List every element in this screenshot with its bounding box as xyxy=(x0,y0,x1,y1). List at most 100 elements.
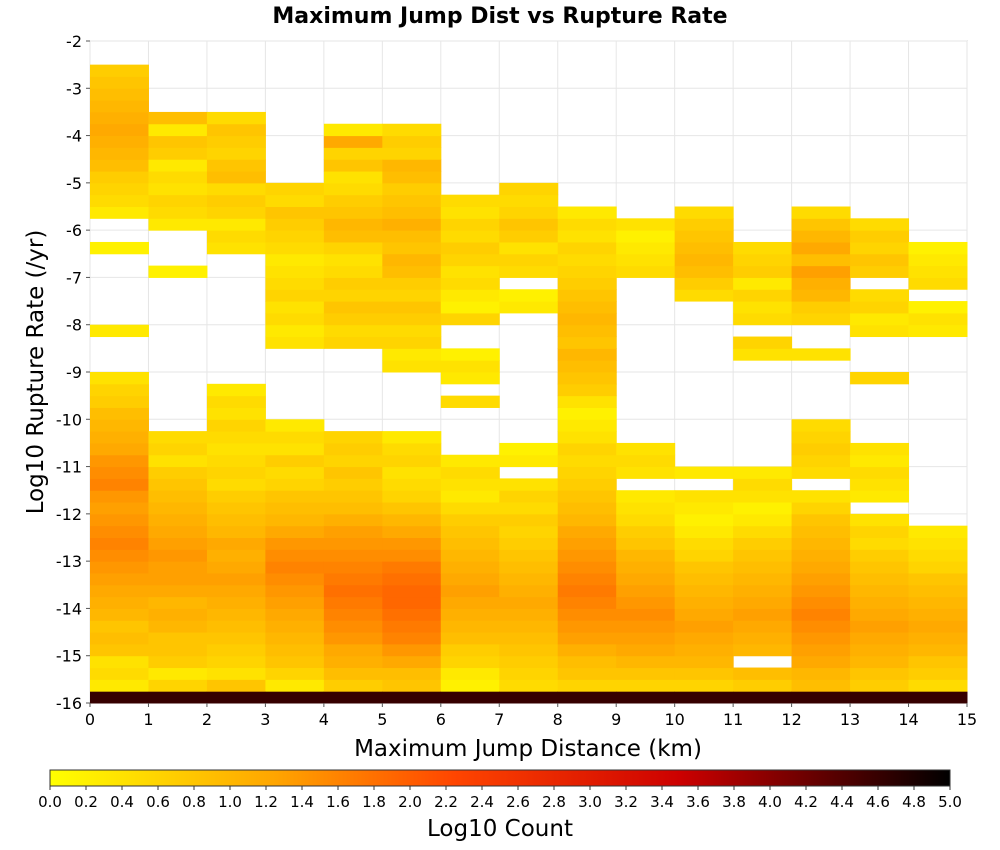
heatmap-cell xyxy=(850,478,910,491)
heatmap-cell xyxy=(382,667,442,680)
heatmap-cell xyxy=(850,218,910,231)
y-tick-label: -16 xyxy=(56,694,82,713)
colorbar-tick-label: 1.2 xyxy=(254,793,278,811)
heatmap-cell xyxy=(90,372,149,385)
heatmap-cell xyxy=(206,159,266,172)
heatmap-cells xyxy=(90,64,968,704)
heatmap-cell xyxy=(382,324,442,338)
heatmap-cell xyxy=(148,596,208,609)
heatmap-cell xyxy=(557,584,617,598)
heatmap-cell xyxy=(206,608,266,621)
heatmap-cell xyxy=(674,466,734,479)
heatmap-cell xyxy=(265,336,325,349)
heatmap-cell xyxy=(557,419,617,432)
chart-title: Maximum Jump Dist vs Rupture Rate xyxy=(272,4,727,29)
heatmap-cell xyxy=(850,655,910,669)
heatmap-cell xyxy=(148,111,208,125)
heatmap-cell xyxy=(323,241,383,255)
heatmap-cell xyxy=(206,135,266,148)
heatmap-cell xyxy=(206,241,266,255)
x-tick-label: 14 xyxy=(898,710,918,729)
heatmap-cell xyxy=(265,667,325,680)
heatmap-cell xyxy=(557,372,617,385)
heatmap-cell xyxy=(148,478,208,491)
heatmap-cell xyxy=(90,643,149,657)
heatmap-cell xyxy=(791,348,851,361)
heatmap-cell xyxy=(323,596,383,609)
heatmap-cell xyxy=(323,194,383,207)
heatmap-cell xyxy=(148,561,208,574)
x-tick-label: 4 xyxy=(319,710,329,729)
heatmap-cell xyxy=(557,218,617,231)
heatmap-cell xyxy=(791,502,851,515)
colorbar-tick-label: 4.8 xyxy=(902,793,926,811)
heatmap-cell xyxy=(382,596,442,609)
heatmap-cell xyxy=(265,643,325,657)
heatmap-cell xyxy=(850,490,910,503)
heatmap-cell xyxy=(850,620,910,633)
heatmap-cell xyxy=(557,454,617,468)
heatmap-cell xyxy=(557,324,617,338)
heatmap-cell xyxy=(850,442,910,456)
x-tick-label: 5 xyxy=(377,710,387,729)
heatmap-cell xyxy=(791,206,851,219)
heatmap-cell xyxy=(323,312,383,326)
heatmap-cell xyxy=(206,454,266,468)
heatmap-cell xyxy=(148,679,208,692)
heatmap-cell xyxy=(440,301,500,314)
heatmap-cell xyxy=(323,454,383,468)
colorbar-tick-label: 5.0 xyxy=(938,793,962,811)
heatmap-cell xyxy=(499,265,559,278)
heatmap-cell xyxy=(206,395,266,408)
heatmap-cell xyxy=(323,502,383,515)
heatmap-cell xyxy=(733,667,793,680)
heatmap-cell xyxy=(206,561,266,574)
heatmap-cell xyxy=(733,513,793,527)
heatmap-cell xyxy=(148,490,208,503)
heatmap-cell xyxy=(674,679,734,692)
heatmap-cell xyxy=(265,265,325,278)
colorbar-ticks: 0.0 0.2 0.4 0.6 0.8 1.0 1.2 1.4 1.6 1.8 2.0 2.2 2.4 2… xyxy=(38,786,962,811)
heatmap-cell xyxy=(850,324,910,338)
heatmap-cell xyxy=(557,620,617,633)
heatmap-cell xyxy=(499,632,559,645)
heatmap-cell xyxy=(791,253,851,267)
heatmap-cell xyxy=(557,442,617,456)
heatmap-cell xyxy=(850,572,910,586)
heatmap-cell xyxy=(323,301,383,314)
heatmap-cell xyxy=(850,513,910,527)
heatmap-cell xyxy=(440,691,500,704)
heatmap-cell xyxy=(791,572,851,586)
heatmap-cell xyxy=(148,454,208,468)
colorbar-tick-label: 0.0 xyxy=(38,793,62,811)
colorbar-tick-label: 4.2 xyxy=(794,793,818,811)
heatmap-cell xyxy=(90,679,149,692)
heatmap-cell xyxy=(265,289,325,302)
heatmap-cell xyxy=(440,466,500,479)
heatmap-cell xyxy=(265,466,325,479)
heatmap-cell xyxy=(440,620,500,633)
heatmap-cell xyxy=(557,667,617,680)
heatmap-cell xyxy=(440,395,500,408)
heatmap-cell xyxy=(616,655,676,669)
heatmap-cell xyxy=(440,561,500,574)
heatmap-cell xyxy=(265,478,325,491)
heatmap-cell xyxy=(382,301,442,314)
y-tick-label: -15 xyxy=(56,647,82,666)
y-axis-ticks: -2 -3 -4 -5 -6 -7 -8 -9 -10 -11 -12 -13 -14 -15 -16 xyxy=(56,32,90,713)
y-tick-label: -3 xyxy=(66,79,82,98)
heatmap-cell xyxy=(557,561,617,574)
heatmap-cell xyxy=(908,643,968,657)
y-tick-label: -2 xyxy=(66,32,82,51)
x-tick-label: 8 xyxy=(553,710,563,729)
y-tick-label: -14 xyxy=(56,599,82,618)
heatmap-cell xyxy=(90,241,149,255)
heatmap-cell xyxy=(148,620,208,633)
heatmap-cell xyxy=(791,679,851,692)
heatmap-cell xyxy=(265,312,325,326)
colorbar-tick-label: 1.8 xyxy=(362,793,386,811)
y-tick-label: -8 xyxy=(66,316,82,335)
heatmap-cell xyxy=(499,584,559,598)
heatmap-cell xyxy=(733,348,793,361)
heatmap-cell xyxy=(440,525,500,538)
